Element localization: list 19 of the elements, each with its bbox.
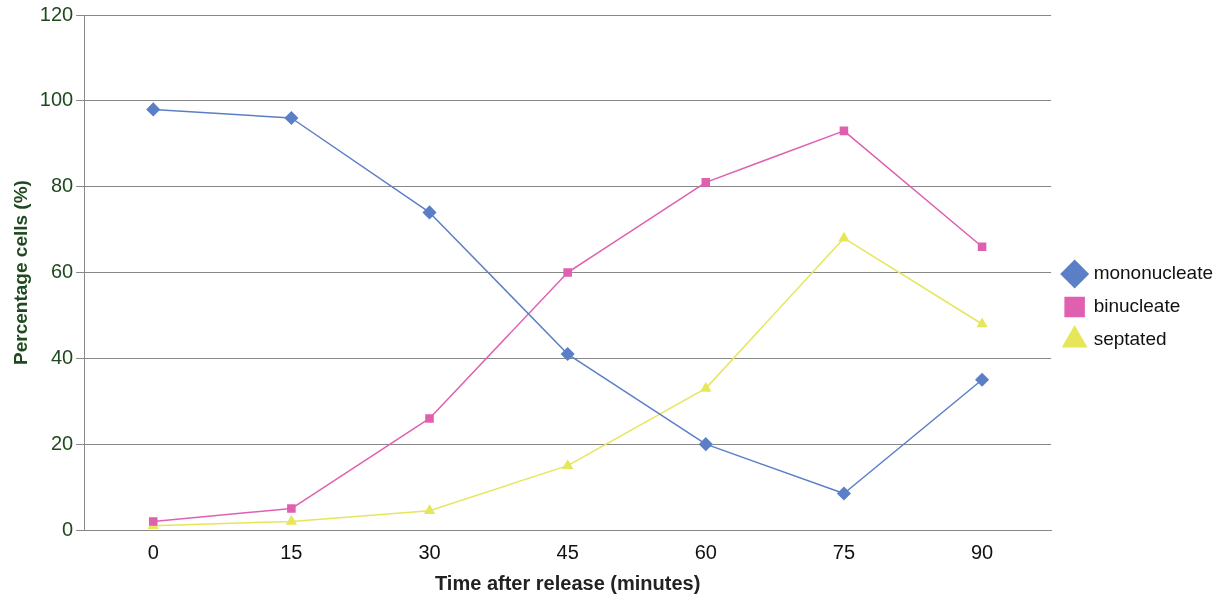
y-tick-label: 40	[50, 345, 74, 368]
legend-label: mononucleate	[1093, 262, 1214, 284]
y-tick-label: 60	[50, 260, 74, 283]
x-tick-label: 90	[970, 540, 994, 563]
x-tick-label: 15	[280, 540, 303, 563]
legend-label: septated	[1093, 328, 1167, 350]
y-tick-label: 80	[50, 174, 74, 197]
x-axis-title: Time after release (minutes)	[435, 571, 701, 594]
y-axis-title: Percentage cells (%)	[9, 180, 31, 365]
x-tick-label: 30	[418, 540, 441, 563]
y-tick-label: 0	[62, 517, 74, 540]
y-tick-label: 100	[39, 88, 74, 111]
legend-label: binucleate	[1093, 295, 1181, 317]
x-tick-label: 45	[556, 540, 579, 563]
y-tick-label: 20	[50, 431, 74, 454]
x-tick-label: 0	[147, 540, 159, 563]
y-tick-label: 120	[39, 2, 74, 25]
x-tick-label: 60	[694, 540, 717, 563]
x-tick-label: 75	[832, 540, 856, 563]
